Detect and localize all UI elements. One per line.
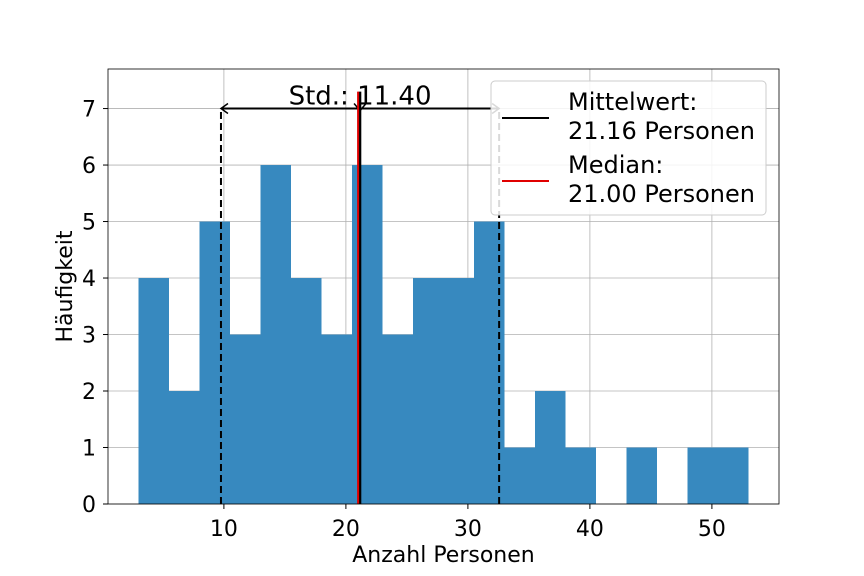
legend-label-mean-title: Mittelwert: [568,88,697,116]
y-tick-label: 7 [82,98,96,123]
y-axis-title: Häufigkeit [53,230,78,342]
y-tick-label: 5 [82,211,96,236]
histogram-bar [169,391,200,504]
histogram-bar [504,447,535,504]
histogram-bar [352,165,383,505]
histogram-bar [199,221,230,504]
x-tick-label: 50 [698,517,726,542]
x-tick-label: 40 [576,517,604,542]
y-tick-label: 4 [82,267,96,292]
histogram-bar [291,278,322,504]
y-tick-label: 3 [82,324,96,349]
x-tick-label: 10 [210,517,238,542]
y-tick-label: 6 [82,154,96,179]
legend: Mittelwert: 21.16 Personen Median: 21.00… [490,80,767,216]
histogram-bar [413,278,444,504]
plot-frame [107,68,780,505]
histogram-bar [626,447,657,504]
x-tick-label: 20 [332,517,360,542]
legend-label-median-value: 21.00 Personen [568,180,755,208]
legend-label-median-title: Median: [568,151,663,179]
y-tick-label: 1 [82,437,96,462]
histogram-bar [718,447,749,504]
y-tick-label: 2 [82,380,96,405]
histogram-bar [260,165,291,505]
histogram-bar [138,278,169,504]
legend-label-mean-value: 21.16 Personen [568,117,755,145]
stat-lines [219,91,501,504]
std-arrowhead [219,102,229,115]
histogram-bar [443,278,474,504]
x-axis-title: Anzahl Personen [352,543,534,568]
histogram-bar [565,447,596,504]
histogram-bar [382,334,413,504]
bars [138,165,749,505]
histogram-bar [321,334,352,504]
ticks: 10 20 30 40 50 0 1 2 3 4 5 6 7 [82,98,726,542]
std-annotation: Std.: 11.40 [289,82,432,112]
legend-box [490,80,767,216]
histogram-bar [474,221,505,504]
histogram-bar [687,447,718,504]
histogram-bar [230,334,261,504]
y-tick-label: 0 [82,493,96,518]
histogram-bar [535,391,566,504]
x-tick-label: 30 [454,517,482,542]
